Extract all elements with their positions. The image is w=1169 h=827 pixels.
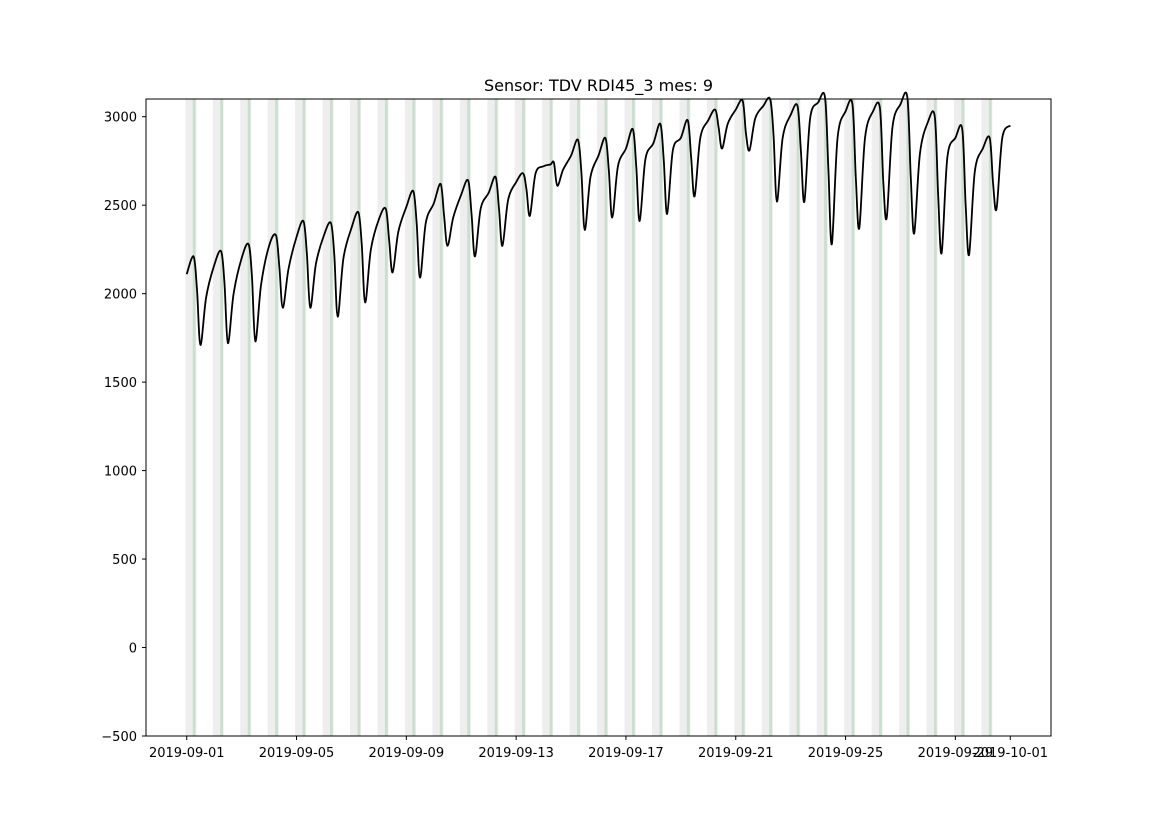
shade-band-green (851, 99, 855, 736)
shade-band-gray (926, 99, 938, 736)
y-tick-label: 500 (112, 553, 137, 568)
shade-band-green (357, 99, 361, 736)
shade-band-green (192, 99, 196, 736)
shade-band-green (549, 99, 553, 736)
shade-band-green (220, 99, 223, 736)
shade-band-green (577, 99, 580, 736)
shade-band-gray (514, 99, 526, 736)
x-tick-label: 2019-09-01 (149, 746, 225, 761)
y-tick-label: 2000 (104, 288, 137, 303)
y-tick-label: 1500 (104, 376, 137, 391)
y-tick-label: 2500 (104, 199, 137, 214)
shade-band-green (741, 99, 745, 736)
shade-band-gray (816, 99, 828, 736)
y-tick-label: −500 (101, 730, 137, 745)
shade-band-gray (487, 99, 499, 736)
shade-band-gray (542, 99, 554, 736)
shade-band-gray (459, 99, 471, 736)
x-tick-label: 2019-09-25 (808, 746, 884, 761)
shade-band-green (906, 99, 910, 736)
shade-band-gray (899, 99, 911, 736)
y-tick-label: 1000 (104, 465, 137, 480)
shade-band-green (961, 99, 965, 736)
y-tick-label: 3000 (104, 111, 137, 126)
shade-band-green (439, 99, 443, 736)
shade-band-green (522, 99, 525, 736)
chart-title: Sensor: TDV RDI45_3 mes: 9 (484, 76, 713, 96)
shade-band-green (686, 99, 690, 736)
shade-band-gray (377, 99, 389, 736)
x-tick-label: 2019-10-01 (972, 746, 1048, 761)
shade-band-gray (432, 99, 444, 736)
x-tick-label: 2019-09-13 (478, 746, 554, 761)
shade-band-gray (267, 99, 279, 736)
x-tick-label: 2019-09-09 (369, 746, 445, 761)
shade-band-green (384, 99, 388, 736)
shade-band-green (247, 99, 251, 736)
shade-band-green (412, 99, 416, 736)
y-axis: −500 0 500 1000 1500 2000 2500 3000 (101, 111, 146, 745)
shade-band-gray (350, 99, 362, 736)
shade-band-gray (871, 99, 883, 736)
shade-band-gray (679, 99, 691, 736)
shade-band-green (879, 99, 882, 736)
shade-band-gray (212, 99, 224, 736)
shade-band-gray (706, 99, 718, 736)
shade-band-green (330, 99, 333, 736)
series-line-group (185, 91, 1012, 346)
shade-band-gray (185, 99, 197, 736)
shade-band-green (467, 99, 471, 736)
shade-band-green (714, 99, 718, 736)
shade-band-green (302, 99, 306, 736)
shade-band-green (824, 99, 827, 736)
shade-band-green (604, 99, 608, 736)
shade-band-gray (624, 99, 636, 736)
shade-band-green (796, 99, 800, 736)
shade-band-green (659, 99, 663, 736)
shade-band-gray (652, 99, 664, 736)
shade-band-gray (981, 99, 993, 736)
shade-band-gray (953, 99, 965, 736)
shade-band-green (988, 99, 992, 736)
x-tick-label: 2019-09-21 (698, 746, 774, 761)
shade-band-gray (789, 99, 801, 736)
x-tick-label: 2019-09-05 (259, 746, 335, 761)
x-tick-label: 2019-09-29 (918, 746, 994, 761)
shaded-bands (185, 99, 993, 736)
shade-band-gray (295, 99, 307, 736)
shade-band-gray (761, 99, 773, 736)
shade-band-gray (734, 99, 746, 736)
shade-band-gray (240, 99, 252, 736)
shade-band-gray (569, 99, 581, 736)
series-line (185, 91, 1012, 346)
shade-band-green (933, 99, 937, 736)
shade-band-green (631, 99, 635, 736)
x-tick-label: 2019-09-17 (588, 746, 664, 761)
x-axis: 2019-09-01 2019-09-05 2019-09-09 2019-09-13… (149, 736, 1048, 761)
shade-band-green (275, 99, 278, 736)
shade-band-gray (404, 99, 416, 736)
shade-band-gray (597, 99, 609, 736)
y-tick-label: 0 (129, 642, 137, 657)
shade-band-green (494, 99, 498, 736)
shade-band-green (769, 99, 772, 736)
shade-band-gray (322, 99, 334, 736)
shade-band-gray (844, 99, 856, 736)
plot-frame (145, 98, 1052, 737)
